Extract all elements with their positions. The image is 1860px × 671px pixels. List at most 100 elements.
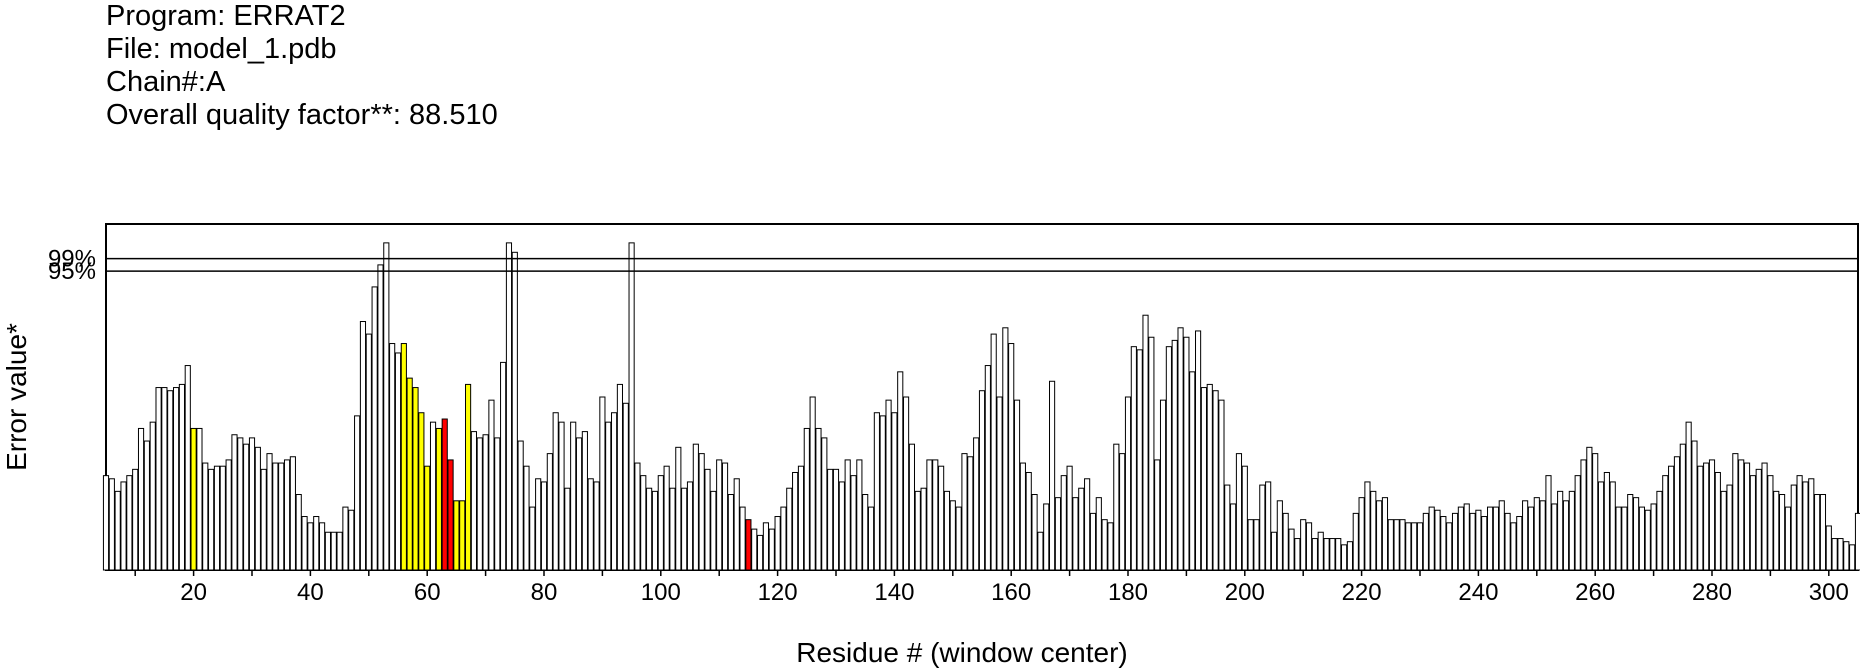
bar-residue-201 xyxy=(1247,519,1254,571)
x-tick-label-200: 200 xyxy=(1225,579,1265,606)
bar-residue-170 xyxy=(1066,465,1073,571)
bar-residue-195 xyxy=(1212,390,1219,571)
bar-residue-141 xyxy=(897,371,904,571)
bar-residue-133 xyxy=(850,475,857,571)
bar-residue-187 xyxy=(1165,346,1172,571)
bar-residue-86 xyxy=(575,437,583,571)
bar-residue-145 xyxy=(920,487,927,571)
x-tick-label-180: 180 xyxy=(1108,579,1148,606)
bar-residue-211 xyxy=(1305,522,1313,571)
bar-residue-13 xyxy=(149,421,156,571)
bar-residue-160 xyxy=(1008,343,1015,571)
bar-residue-285 xyxy=(1738,459,1745,571)
bar-residue-19 xyxy=(184,365,191,571)
bar-residue-148 xyxy=(938,465,945,571)
bar-residue-43 xyxy=(324,531,331,571)
bar-residue-169 xyxy=(1060,475,1067,571)
bar-residue-237 xyxy=(1457,506,1464,571)
bar-residue-156 xyxy=(984,365,991,571)
bar-residue-180 xyxy=(1124,396,1132,571)
bar-residue-104 xyxy=(681,487,688,571)
bar-residue-147 xyxy=(932,459,939,571)
bar-residue-126 xyxy=(809,396,816,571)
bar-residue-179 xyxy=(1119,453,1126,571)
file-line: File: model_1.pdb xyxy=(106,33,337,65)
bar-residue-131 xyxy=(838,481,845,571)
bar-residue-286 xyxy=(1743,462,1751,571)
bar-residue-193 xyxy=(1200,387,1207,571)
bar-residue-98 xyxy=(646,487,653,571)
bar-residue-297 xyxy=(1808,478,1815,571)
bar-residue-83 xyxy=(558,421,565,571)
bar-residue-181 xyxy=(1130,346,1137,571)
bar-residue-115 xyxy=(745,519,752,571)
bar-residue-166 xyxy=(1043,503,1050,571)
bar-residue-220 xyxy=(1358,497,1365,571)
bar-residue-251 xyxy=(1539,500,1546,571)
bar-residue-140 xyxy=(891,412,898,571)
x-tick-label-120: 120 xyxy=(758,579,798,606)
bar-residue-212 xyxy=(1311,538,1318,571)
bar-residue-68 xyxy=(470,431,477,571)
bar-residue-136 xyxy=(867,506,875,571)
bar-residue-272 xyxy=(1662,475,1669,571)
bar-residue-119 xyxy=(768,528,775,571)
bar-residue-158 xyxy=(996,396,1003,571)
bar-residue-65 xyxy=(453,500,460,571)
bar-residue-25 xyxy=(219,465,226,571)
bar-residue-192 xyxy=(1195,330,1202,571)
bar-residue-50 xyxy=(365,333,372,571)
bar-residue-249 xyxy=(1527,506,1535,571)
bar-residue-263 xyxy=(1609,481,1616,571)
bar-residue-97 xyxy=(640,475,647,571)
bar-residue-262 xyxy=(1603,471,1610,571)
bar-residue-202 xyxy=(1253,519,1260,571)
bar-residue-241 xyxy=(1481,516,1488,571)
bar-residue-84 xyxy=(564,487,571,571)
bar-residue-283 xyxy=(1726,484,1733,571)
bar-residue-153 xyxy=(967,456,974,571)
bar-residue-302 xyxy=(1837,538,1844,571)
bar-residue-162 xyxy=(1019,462,1026,571)
bar-residue-253 xyxy=(1551,503,1558,571)
bar-residue-73 xyxy=(500,361,507,571)
bar-residue-190 xyxy=(1183,336,1190,571)
bar-residue-259 xyxy=(1586,446,1593,571)
bar-residue-151 xyxy=(955,506,962,571)
bar-residue-92 xyxy=(611,412,618,571)
bar-residue-37 xyxy=(289,456,296,571)
bar-residue-22 xyxy=(202,462,209,571)
x-tick-label-100: 100 xyxy=(641,579,681,606)
bar-residue-111 xyxy=(721,462,729,571)
bar-residue-199 xyxy=(1235,453,1243,571)
bar-residue-130 xyxy=(832,468,840,571)
bar-residue-289 xyxy=(1761,462,1768,571)
bar-residue-64 xyxy=(447,459,454,571)
bar-residue-159 xyxy=(1002,327,1009,571)
bar-residue-135 xyxy=(862,494,869,571)
bar-residue-222 xyxy=(1370,490,1377,571)
bar-residue-178 xyxy=(1113,443,1120,571)
bar-residue-163 xyxy=(1025,471,1032,571)
bar-residue-109 xyxy=(710,490,717,571)
bar-residue-219 xyxy=(1352,512,1359,571)
bar-residue-161 xyxy=(1013,399,1021,571)
x-tick-label-280: 280 xyxy=(1692,579,1732,606)
bar-residue-186 xyxy=(1159,399,1167,571)
bar-residue-31 xyxy=(254,446,261,571)
bar-residue-275 xyxy=(1679,443,1686,571)
bar-residue-61 xyxy=(429,421,437,571)
bar-residue-59 xyxy=(418,412,425,571)
bar-residue-175 xyxy=(1095,497,1102,571)
bar-residue-142 xyxy=(903,396,910,571)
bar-residue-34 xyxy=(272,462,279,571)
bar-residue-79 xyxy=(535,478,542,571)
bar-residue-62 xyxy=(435,427,442,571)
bar-residue-40 xyxy=(307,522,314,571)
bar-residue-82 xyxy=(552,412,559,571)
bar-residue-99 xyxy=(651,490,659,571)
bar-residue-42 xyxy=(319,522,326,571)
bar-residue-134 xyxy=(856,459,863,571)
bar-residue-168 xyxy=(1054,497,1061,571)
threshold-lines: 95%99% xyxy=(48,246,1858,285)
